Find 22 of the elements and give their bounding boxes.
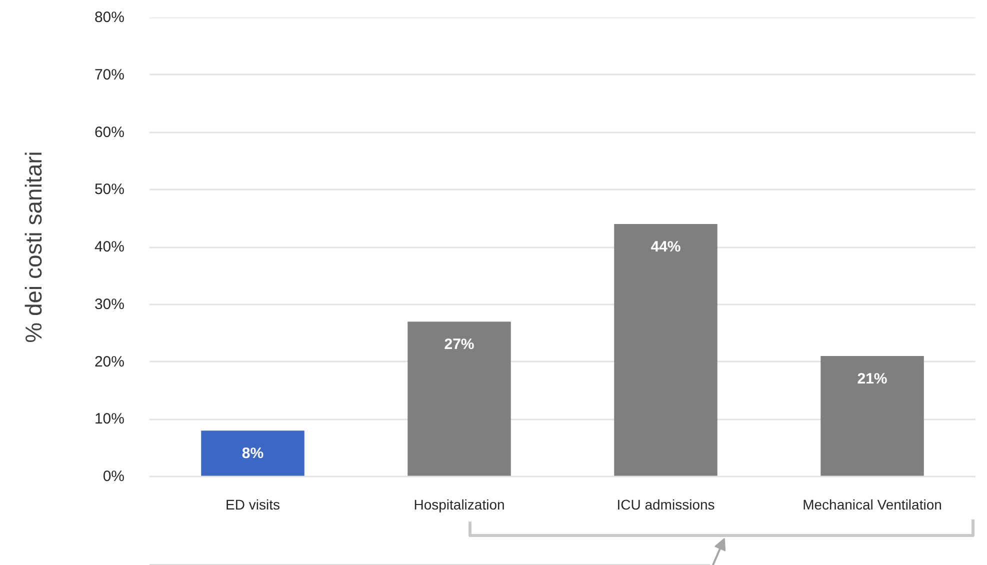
- x-tick-label: ICU admissions: [616, 496, 715, 512]
- bar: [820, 356, 924, 476]
- y-tick-label: 10%: [94, 410, 125, 428]
- y-tick-label: 50%: [94, 181, 125, 198]
- y-tick-label: 70%: [94, 66, 125, 84]
- data-label: 21%: [857, 370, 888, 388]
- data-label: 27%: [444, 336, 474, 354]
- x-tick-label: Mechanical Ventilation: [802, 496, 942, 512]
- data-label: 44%: [650, 238, 681, 256]
- bar: [201, 430, 304, 476]
- data-label: 8%: [242, 445, 264, 462]
- x-tick-label: ED visits: [226, 496, 280, 512]
- x-tick-label: Hospitalization: [414, 496, 505, 512]
- bar: [408, 322, 511, 476]
- y-tick-label: 80%: [94, 9, 125, 26]
- y-tick-label: 60%: [94, 124, 125, 141]
- y-tick-label: 30%: [94, 296, 125, 313]
- y-axis-title: % dei costi sanitari: [20, 151, 46, 343]
- bar: [614, 224, 718, 476]
- y-tick-label: 40%: [94, 238, 125, 256]
- y-tick-label: 0%: [102, 468, 125, 485]
- y-tick-label: 20%: [94, 353, 125, 370]
